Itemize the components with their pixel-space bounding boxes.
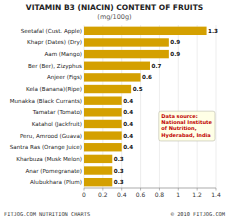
footer-left: FITJOG.COM NUTRITION CHARTS — [4, 211, 90, 217]
annotation-text: Data source:National Instituteof Nutriti… — [161, 113, 212, 139]
tick-label: 1.2 — [192, 191, 202, 198]
annotation-line: of Nutrition, — [161, 125, 196, 131]
category-label: Anar (Pomegranate) — [25, 168, 82, 175]
data-label: 0.3 — [114, 179, 124, 185]
bar — [84, 166, 112, 174]
tick-label: 0 — [82, 191, 86, 198]
category-label: Katahol (Jackfruit) — [32, 121, 82, 128]
grid — [84, 25, 216, 188]
bar — [84, 120, 122, 128]
x-axis — [84, 188, 216, 189]
category-label: Tamatar (Tomato) — [32, 109, 82, 115]
grid-line — [216, 25, 217, 188]
data-label: 0.9 — [170, 39, 180, 45]
grid-line — [140, 25, 141, 188]
subtitle: (mg/100g) — [97, 13, 131, 21]
grid-line — [121, 25, 122, 188]
category-label: Anjeer (Figs) — [47, 74, 82, 81]
bars — [84, 27, 207, 187]
bar — [84, 155, 112, 163]
data-label: 0.3 — [114, 168, 124, 174]
bar — [84, 108, 122, 116]
tick-label: 0.2 — [98, 191, 108, 198]
data-label: 0.4 — [123, 121, 133, 127]
grid-line — [159, 25, 160, 188]
data-label: 0.5 — [133, 86, 143, 92]
tick-label: 1.4 — [211, 191, 221, 198]
annotation-line: Data source: — [161, 113, 198, 119]
bar — [84, 27, 207, 35]
category-label: Santra Ras (Orange Juice) — [10, 144, 82, 151]
data-label: 1.3 — [208, 28, 218, 34]
data-label: 0.6 — [142, 74, 152, 80]
grid-line — [84, 25, 85, 188]
bar — [84, 96, 122, 104]
category-label: Kela (Banana)(Ripe) — [26, 86, 82, 93]
grid-line — [178, 25, 179, 188]
category-label: Munakka (Black Currants) — [10, 98, 82, 104]
tick-label: 0.6 — [136, 191, 146, 198]
category-label: Khapr (Dates) (Dry) — [27, 39, 82, 46]
tick-label: 0.4 — [117, 191, 127, 198]
category-label: Peru, Amrood (Guava) — [20, 133, 82, 139]
bar — [84, 62, 150, 70]
grid-line — [197, 25, 198, 188]
annotation-line: National Institute — [161, 119, 212, 125]
bar — [84, 50, 169, 58]
bar — [84, 73, 141, 81]
bar — [84, 178, 112, 186]
category-label: Ber (Ber), Zizyphus — [28, 63, 82, 70]
tick-label: 0.8 — [155, 191, 165, 198]
bar — [84, 143, 122, 151]
category-label: Seetafal (Cust. Apple) — [21, 28, 82, 35]
tick-label: 1 — [176, 191, 180, 198]
category-label: Kharbuza (Musk Melon) — [16, 156, 82, 162]
bar — [84, 131, 122, 139]
category-label: Alubukhara (Plum) — [30, 179, 82, 185]
bar — [84, 38, 169, 46]
annotation-line: Hyderabad, India — [161, 132, 211, 139]
footer-right: © 2010 FITJOG.COM — [171, 211, 225, 217]
data-label: 0.4 — [123, 98, 133, 104]
title: VITAMIN B3 (NIACIN) CONTENT OF FRUITS — [26, 3, 203, 12]
annotation: Data source:National Instituteof Nutriti… — [159, 111, 215, 141]
data-label: 0.4 — [123, 144, 133, 150]
grid-line — [102, 25, 103, 188]
data-label: 0.7 — [152, 63, 162, 69]
data-label: 0.9 — [170, 51, 180, 57]
annotation-box — [159, 111, 215, 141]
data-label: 0.3 — [114, 156, 124, 162]
data-label: 0.4 — [123, 109, 133, 115]
data-label: 0.4 — [123, 133, 133, 139]
bar — [84, 85, 131, 93]
category-label: Aam (Mango) — [44, 51, 82, 58]
chart: VITAMIN B3 (NIACIN) CONTENT OF FRUITS(mg… — [0, 0, 229, 220]
